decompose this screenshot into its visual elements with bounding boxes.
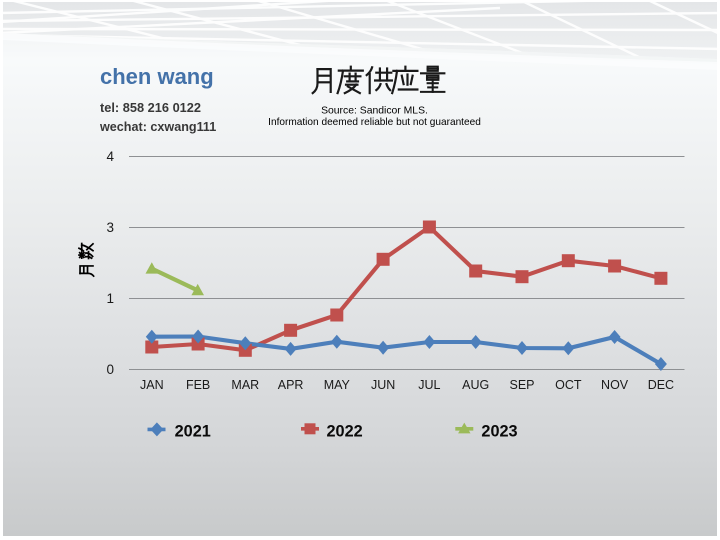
svg-text:NOV: NOV bbox=[601, 378, 629, 392]
svg-text:JAN: JAN bbox=[140, 378, 164, 392]
svg-text:chen wang: chen wang bbox=[100, 64, 214, 89]
svg-text:OCT: OCT bbox=[555, 378, 582, 392]
svg-text:3: 3 bbox=[106, 220, 114, 235]
svg-text:APR: APR bbox=[278, 378, 304, 392]
svg-text:MAR: MAR bbox=[231, 378, 259, 392]
svg-text:AUG: AUG bbox=[462, 378, 489, 392]
svg-text:0: 0 bbox=[106, 362, 114, 377]
svg-text:Source: Sandicor MLS.: Source: Sandicor MLS. bbox=[321, 106, 428, 117]
svg-text:SEP: SEP bbox=[509, 378, 534, 392]
svg-text:FEB: FEB bbox=[186, 378, 210, 392]
svg-text:2023: 2023 bbox=[481, 422, 517, 440]
svg-text:MAY: MAY bbox=[324, 378, 351, 392]
svg-text:4: 4 bbox=[106, 149, 114, 164]
svg-text:tel: 858 216 0122: tel: 858 216 0122 bbox=[100, 100, 201, 115]
svg-text:DEC: DEC bbox=[648, 378, 674, 392]
svg-text:wechat: cxwang111: wechat: cxwang111 bbox=[99, 120, 216, 134]
svg-text:2021: 2021 bbox=[175, 422, 211, 440]
svg-text:Information deemed reliable bu: Information deemed reliable but not guar… bbox=[268, 117, 481, 128]
svg-text:1: 1 bbox=[106, 291, 114, 306]
svg-text:JUL: JUL bbox=[418, 378, 440, 392]
svg-text:2022: 2022 bbox=[327, 422, 363, 440]
svg-text:JUN: JUN bbox=[371, 378, 395, 392]
